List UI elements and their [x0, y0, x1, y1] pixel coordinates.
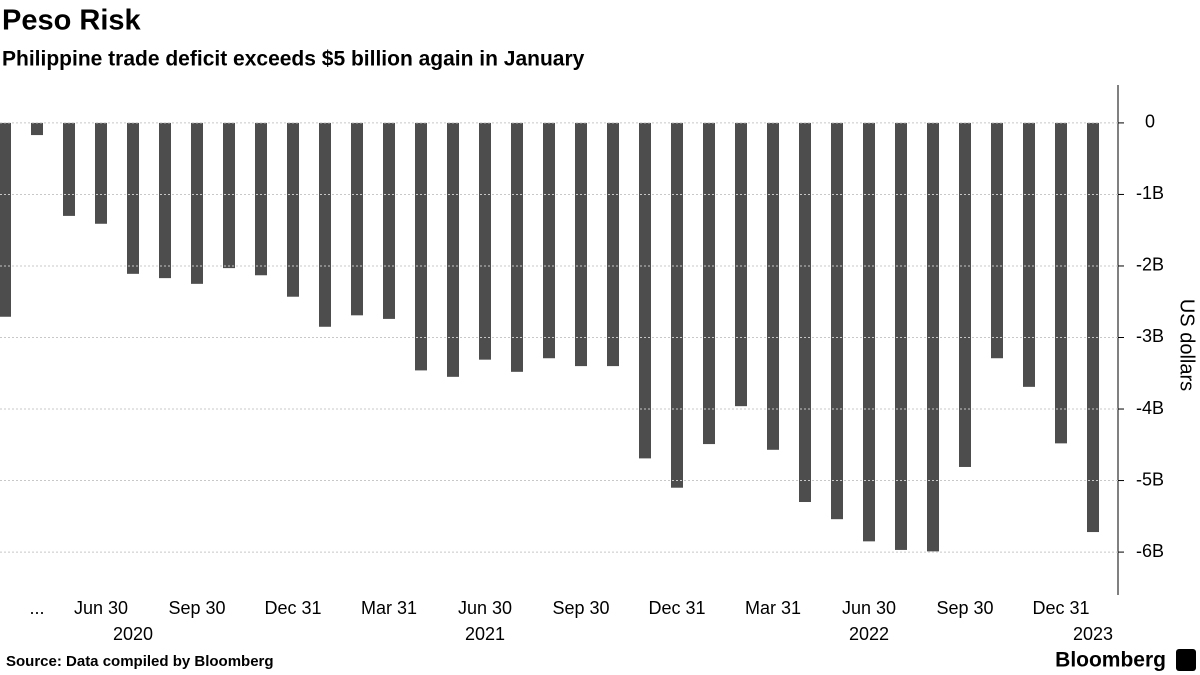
brand-icon: [1176, 649, 1196, 671]
x-tick-label: Jun 30: [842, 598, 896, 618]
y-tick-label: -5B: [1136, 469, 1164, 489]
plot-area: [0, 122, 1099, 552]
x-year-label: 2021: [465, 624, 505, 644]
bar: [639, 122, 651, 459]
bar: [415, 122, 427, 371]
bar: [0, 122, 11, 317]
bar: [1055, 122, 1067, 444]
bar: [895, 122, 907, 550]
bar: [991, 122, 1003, 359]
bar: [159, 122, 171, 279]
bar: [223, 122, 235, 269]
bar: [31, 122, 43, 136]
bar: [575, 122, 587, 367]
y-axis-label: US dollars: [1176, 299, 1198, 391]
bar: [319, 122, 331, 327]
bar: [479, 122, 491, 360]
bar: [191, 122, 203, 284]
x-tick-label: Dec 31: [648, 598, 705, 618]
bar: [863, 122, 875, 542]
x-tick-label: Dec 31: [1032, 598, 1089, 618]
bar: [1087, 122, 1099, 533]
bar: [63, 122, 75, 216]
x-tick-label: Jun 30: [74, 598, 128, 618]
bar: [767, 122, 779, 450]
chart-title: Peso Risk: [2, 5, 141, 37]
x-year-label: 2020: [113, 624, 153, 644]
chart-subtitle: Philippine trade deficit exceeds $5 bill…: [2, 48, 585, 71]
bar: [1023, 122, 1035, 387]
bar: [287, 122, 299, 297]
x-tick-label: Jun 30: [458, 598, 512, 618]
x-tick-label: Sep 30: [168, 598, 225, 618]
x-tick-label: Mar 31: [745, 598, 801, 618]
bar: [447, 122, 459, 377]
bar: [703, 122, 715, 445]
bar: [607, 122, 619, 367]
y-tick-label: -3B: [1136, 326, 1164, 346]
source-note: Source: Data compiled by Bloomberg: [6, 653, 274, 670]
x-tick-label: Dec 31: [264, 598, 321, 618]
bar: [255, 122, 267, 276]
brand-logo: Bloomberg: [1055, 649, 1166, 672]
x-tick-label: Sep 30: [552, 598, 609, 618]
bar: [383, 122, 395, 319]
bar: [127, 122, 139, 274]
y-tick-label: -2B: [1136, 255, 1164, 275]
x-year-label: 2023: [1073, 624, 1113, 644]
x-tick-label: Sep 30: [936, 598, 993, 618]
y-tick-label: -4B: [1136, 398, 1164, 418]
bar: [511, 122, 523, 372]
bar: [799, 122, 811, 503]
x-tick-label: Mar 31: [361, 598, 417, 618]
y-tick-label: -6B: [1136, 541, 1164, 561]
x-tick-label: ...: [29, 598, 44, 618]
bar: [735, 122, 747, 407]
bar: [95, 122, 107, 224]
bar: [959, 122, 971, 467]
bar: [543, 122, 555, 359]
bar: [351, 122, 363, 316]
bar: [831, 122, 843, 520]
y-tick-label: -1B: [1136, 183, 1164, 203]
x-year-label: 2022: [849, 624, 889, 644]
bar: [671, 122, 683, 488]
y-tick-label: 0: [1145, 112, 1155, 132]
